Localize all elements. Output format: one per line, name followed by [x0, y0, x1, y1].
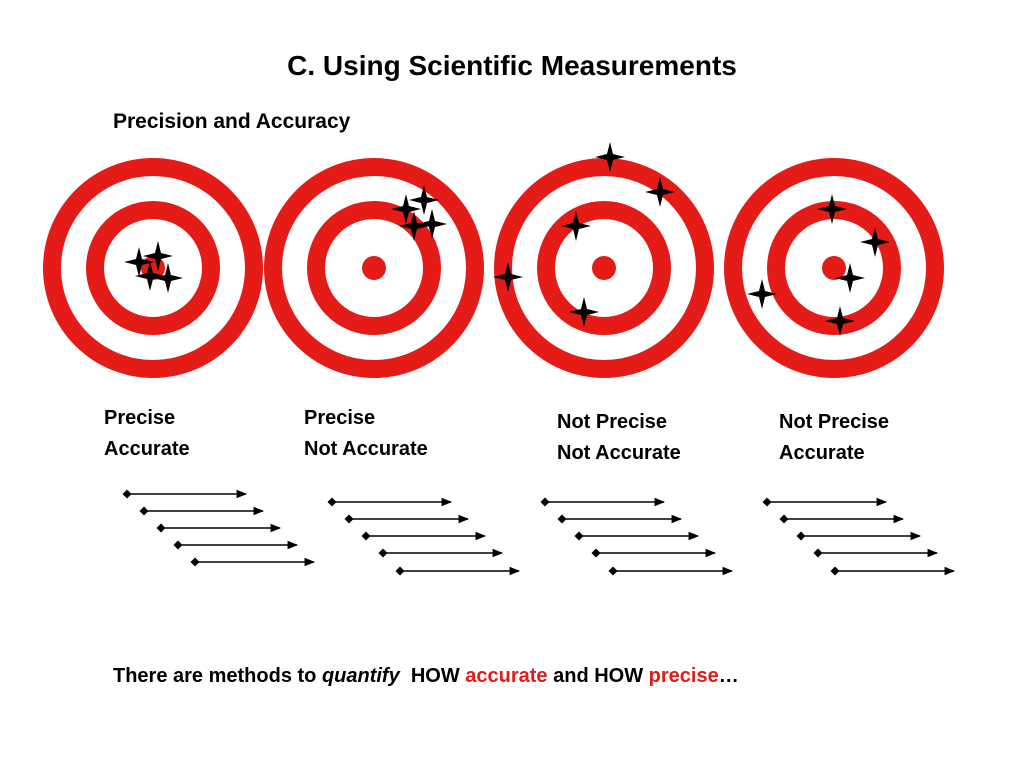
- footer-statement: There are methods to quantify HOW accura…: [113, 665, 739, 688]
- arrows-group-3: [540, 497, 734, 576]
- label-line-2: Not Accurate: [557, 442, 681, 464]
- label-line-1: Not Precise: [557, 411, 668, 433]
- footer-text-4: …: [718, 665, 739, 687]
- label-line-1: Precise: [104, 407, 176, 429]
- footer-quantify: quantify: [321, 665, 400, 687]
- label-line-1: Not Precise: [779, 411, 890, 433]
- arrows-group-4: [762, 497, 956, 576]
- target-label-3: Not Precise Not Accurate: [557, 407, 681, 469]
- target-precise-not-accurate: [264, 158, 484, 378]
- target-label-4: Not Precise Accurate: [779, 407, 889, 469]
- footer-text-1: There are methods to: [113, 665, 322, 687]
- label-line-2: Accurate: [104, 438, 190, 460]
- footer-accurate: accurate: [465, 665, 548, 687]
- target-not-precise-accurate: [724, 158, 944, 378]
- label-line-2: Not Accurate: [304, 438, 428, 460]
- arrows-group-1: [122, 489, 316, 567]
- slide-title: C. Using Scientific Measurements: [287, 50, 737, 81]
- footer-text-3: and HOW: [547, 665, 649, 687]
- target-precise-accurate: [43, 158, 263, 378]
- target-label-1: Precise Accurate: [104, 403, 190, 465]
- footer-text-2: HOW: [399, 665, 466, 687]
- footer-precise: precise: [648, 665, 719, 687]
- slide-subtitle: Precision and Accuracy: [113, 110, 351, 133]
- target-not-precise-not-accurate: [493, 142, 714, 378]
- target-label-2: Precise Not Accurate: [304, 403, 428, 465]
- label-line-2: Accurate: [779, 442, 865, 464]
- arrows-group-2: [327, 497, 521, 576]
- label-line-1: Precise: [304, 407, 376, 429]
